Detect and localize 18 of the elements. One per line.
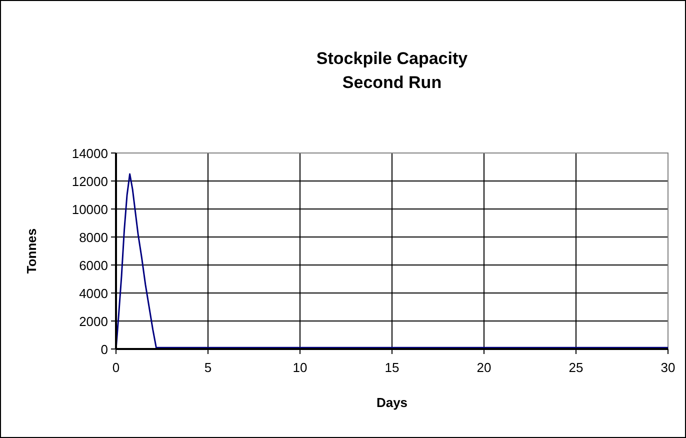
x-tick-label: 10 [292,360,308,375]
y-tick-label: 2000 [79,314,108,329]
y-axis-title: Tonnes [24,228,39,274]
y-tick-label: 8000 [79,230,108,245]
x-tick-label: 0 [112,360,120,375]
x-tick-label: 5 [204,360,212,375]
y-tick-label: 14000 [72,146,108,161]
x-tick-label: 15 [384,360,400,375]
x-tick-label: 25 [568,360,584,375]
x-tick-label: 20 [476,360,492,375]
y-tick-label: 10000 [72,202,108,217]
x-tick-label: 30 [660,360,676,375]
x-axis-title: Days [376,395,408,410]
y-tick-label: 0 [100,342,108,357]
y-tick-label: 4000 [79,286,108,301]
y-tick-label: 12000 [72,174,108,189]
y-tick-label: 6000 [79,258,108,273]
chart-title: Stockpile Capacity Second Run [316,49,468,92]
